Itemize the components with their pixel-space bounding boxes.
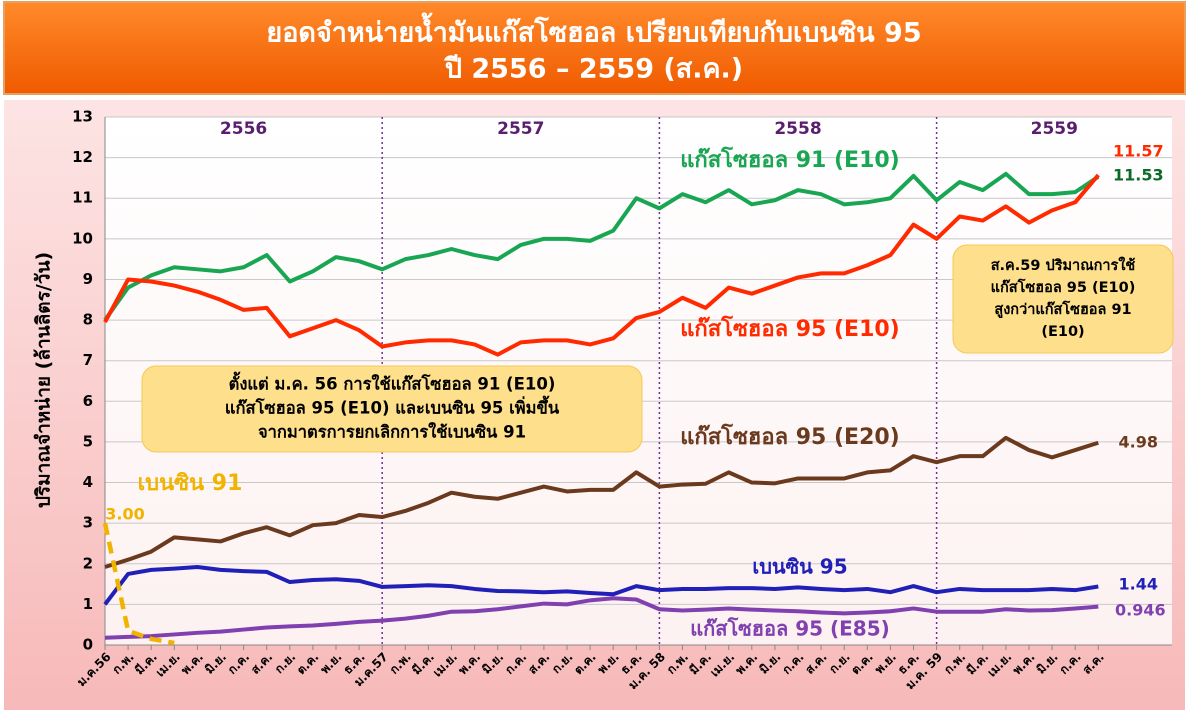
- annotation-text: แก๊สโซฮอล 95 (E10): [991, 278, 1136, 296]
- y-tick-label: 12: [72, 148, 93, 166]
- year-label: 2558: [774, 119, 821, 139]
- y-tick-label: 8: [83, 311, 93, 329]
- annotation-box: [141, 365, 643, 453]
- value-label: 1.44: [1119, 575, 1158, 594]
- value-label: 4.98: [1119, 433, 1158, 452]
- y-tick-label: 11: [72, 189, 93, 207]
- year-label: 2559: [1031, 119, 1078, 139]
- series-label: เบนซิน 95: [752, 555, 847, 579]
- series-line: [103, 565, 1099, 606]
- y-tick-label: 13: [72, 108, 93, 126]
- annotation-box: [952, 244, 1174, 354]
- value-label: 3.00: [105, 505, 144, 524]
- y-tick-label: 1: [83, 595, 93, 613]
- header: [3, 1, 1186, 95]
- series-line: [103, 171, 1100, 322]
- annotation-text: แก๊สโซฮอล 95 (E10) และเบนซิน 95 เพิ่มขึ้…: [225, 396, 560, 418]
- y-axis-label: ปริมาณจำหน่าย (ล้านลิตร/วัน): [33, 252, 55, 508]
- series-line: [104, 596, 1099, 640]
- series-label: แก๊สโซฮอล 91 (E10): [680, 146, 899, 173]
- title: ปี 2556 – 2559 (ส.ค.): [443, 54, 743, 85]
- annotation-text: ส.ค.59 ปริมาณการใช้: [991, 256, 1136, 274]
- annotation-text: จากมาตรการยกเลิกการใช้เบนซิน 91: [258, 422, 526, 442]
- series-label: เบนซิน 91: [138, 471, 243, 496]
- year-label: 2556: [220, 119, 267, 139]
- y-tick-label: 6: [83, 392, 93, 410]
- series-label: แก๊สโซฮอล 95 (E85): [690, 617, 890, 641]
- year-label: 2557: [497, 119, 544, 139]
- annotation-text: (E10): [1041, 324, 1084, 340]
- value-label: 11.53: [1113, 166, 1164, 185]
- value-label: 11.57: [1113, 142, 1164, 161]
- y-tick-label: 2: [83, 554, 93, 572]
- title: ยอดจำหน่ายน้ำมันแก๊สโซฮอล เปรียบเทียบกับ…: [266, 12, 921, 49]
- series-line: [104, 435, 1099, 569]
- annotation-text: ตั้งแต่ ม.ค. 56 การใช้แก๊สโซฮอล 91 (E10): [229, 372, 556, 394]
- series-line: [103, 173, 1100, 357]
- y-tick-label: 0: [83, 636, 93, 654]
- y-tick-label: 3: [83, 514, 93, 532]
- y-tick-label: 4: [83, 473, 93, 491]
- value-label: 0.946: [1115, 601, 1166, 620]
- series-label: แก๊สโซฮอล 95 (E20): [680, 423, 899, 450]
- y-tick-label: 5: [83, 432, 93, 450]
- annotation-text: สูงกว่าแก๊สโซฮอล 91: [994, 300, 1131, 318]
- y-tick-label: 9: [83, 270, 93, 288]
- series-label: แก๊สโซฮอล 95 (E10): [680, 315, 899, 342]
- series-line: [102, 522, 175, 646]
- y-tick-label: 7: [83, 351, 93, 369]
- y-tick-label: 10: [72, 229, 93, 247]
